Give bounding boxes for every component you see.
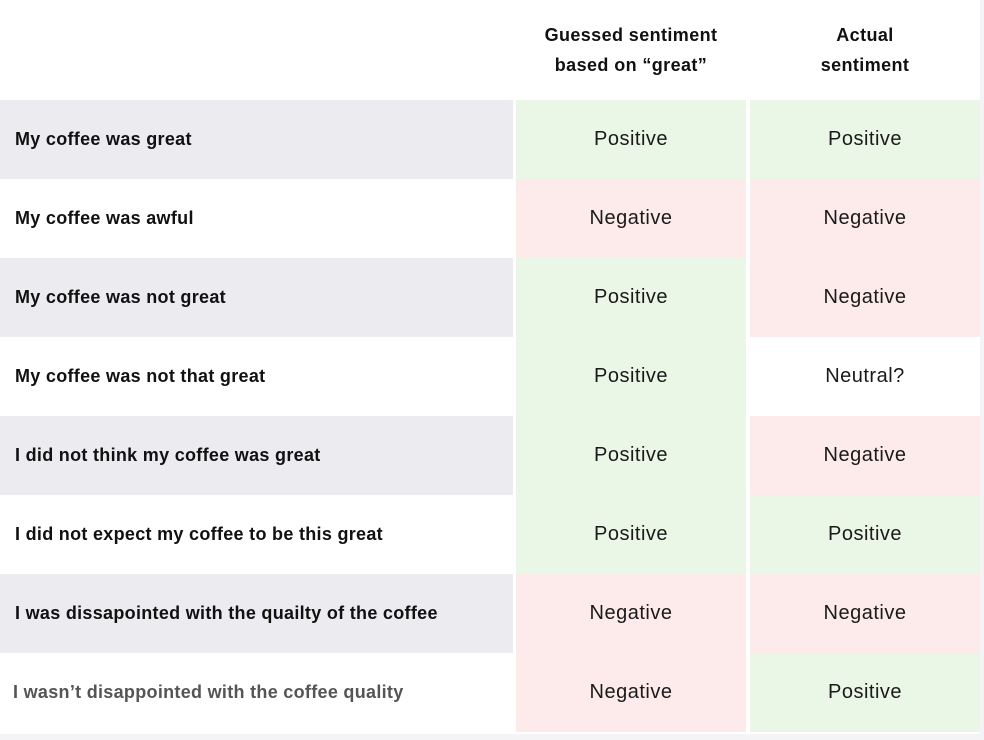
guessed-sentiment-cell: Negative [516, 574, 746, 653]
actual-sentiment-cell: Negative [750, 258, 980, 337]
guessed-sentiment-cell: Negative [516, 179, 746, 258]
table-row: My coffee was not great Positive Negativ… [0, 258, 984, 337]
actual-sentiment-cell: Negative [750, 574, 980, 653]
guessed-sentiment-cell: Negative [516, 653, 746, 732]
table-row: I wasn’t disappointed with the coffee qu… [0, 653, 984, 732]
guessed-sentiment-cell: Positive [516, 258, 746, 337]
header-row: Guessed sentiment based on “great” Actua… [0, 0, 984, 100]
actual-sentiment-cell: Negative [750, 416, 980, 495]
guessed-sentiment-cell: Positive [516, 416, 746, 495]
header-actual-sentiment: Actual sentiment [820, 25, 910, 75]
table-row: I did not think my coffee was great Posi… [0, 416, 984, 495]
sentence-cell: My coffee was not great [0, 258, 513, 337]
table-row: My coffee was not that great Positive Ne… [0, 337, 984, 416]
sentence-cell: I was dissapointed with the quailty of t… [0, 574, 513, 653]
actual-sentiment-cell: Positive [750, 495, 980, 574]
right-edge-divider [980, 0, 984, 740]
sentence-cell: My coffee was awful [0, 179, 513, 258]
bottom-edge-divider [0, 734, 984, 740]
guessed-sentiment-cell: Positive [516, 337, 746, 416]
guessed-sentiment-cell: Positive [516, 100, 746, 179]
actual-sentiment-cell: Neutral? [750, 337, 980, 416]
table-row: I was dissapointed with the quailty of t… [0, 574, 984, 653]
sentence-cell: I did not think my coffee was great [0, 416, 513, 495]
sentence-cell: I wasn’t disappointed with the coffee qu… [0, 653, 513, 732]
table-row: My coffee was great Positive Positive [0, 100, 984, 179]
actual-sentiment-cell: Positive [750, 653, 980, 732]
sentence-cell: My coffee was not that great [0, 337, 513, 416]
actual-sentiment-cell: Positive [750, 100, 980, 179]
actual-sentiment-cell: Negative [750, 179, 980, 258]
guessed-sentiment-cell: Positive [516, 495, 746, 574]
table-row: My coffee was awful Negative Negative [0, 179, 984, 258]
table-row: I did not expect my coffee to be this gr… [0, 495, 984, 574]
sentence-cell: I did not expect my coffee to be this gr… [0, 495, 513, 574]
sentence-cell: My coffee was great [0, 100, 513, 179]
header-guessed-sentiment: Guessed sentiment based on “great” [544, 25, 718, 75]
